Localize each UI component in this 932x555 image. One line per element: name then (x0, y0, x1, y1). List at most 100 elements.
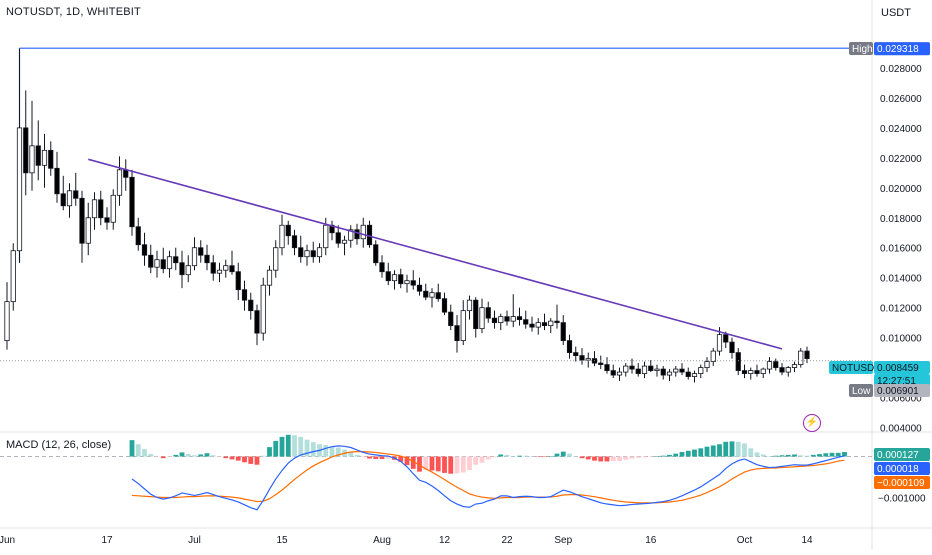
macd-bar (192, 455, 197, 457)
candle-body (110, 194, 116, 223)
candle (298, 235, 304, 263)
candle (416, 277, 423, 296)
macd-bar (398, 456, 404, 462)
candle-body (579, 355, 585, 361)
candle (773, 358, 779, 371)
candle (479, 298, 485, 334)
macd-bar (273, 440, 279, 457)
macd-bar (767, 456, 772, 457)
candle-body (716, 334, 723, 352)
macd-bar (129, 440, 135, 457)
macd-bar (435, 456, 441, 472)
candle-body (85, 217, 91, 244)
low-value-tag-bg (874, 384, 930, 397)
macd-bar (792, 454, 797, 457)
macd-signal-tag-bg (874, 476, 930, 489)
macd-bar (810, 454, 816, 457)
candle (148, 244, 154, 274)
candles (4, 48, 810, 383)
candle-body (73, 190, 79, 199)
candle-body (535, 322, 541, 328)
macd-bar (142, 449, 147, 457)
trendline (88, 158, 783, 350)
macd-bar (742, 443, 747, 457)
candle-body (648, 365, 654, 371)
candle (329, 220, 335, 241)
candle (354, 223, 360, 245)
candle (216, 262, 223, 283)
candle (566, 334, 573, 359)
candle-body (541, 322, 548, 327)
candle-body (560, 322, 566, 342)
candle-body (623, 365, 629, 373)
candle (448, 304, 454, 331)
candle-body (741, 370, 748, 374)
candle (685, 367, 691, 380)
macd-bar (660, 455, 666, 457)
time-tick-label: Aug (373, 535, 391, 546)
candle (191, 237, 198, 271)
candle-body (235, 271, 241, 291)
candle (91, 192, 98, 230)
candle-body (573, 352, 579, 356)
candle (579, 348, 585, 365)
lightning-icon[interactable]: ⚡ (803, 414, 821, 432)
candle (204, 244, 210, 271)
candle-body (485, 307, 491, 319)
candle (341, 235, 348, 256)
candle-body (116, 169, 123, 196)
candle-body (98, 199, 104, 219)
macd-tick-label: −0.001000 (878, 493, 926, 504)
candle (54, 151, 60, 203)
high-line-value-tag-bg (874, 42, 930, 56)
candle (635, 363, 641, 377)
macd-hist-tag-bg (874, 448, 930, 461)
candle (679, 363, 685, 376)
macd-bar (360, 456, 366, 458)
candle (98, 190, 104, 226)
macd-title[interactable]: MACD (12, 26, close) (6, 439, 112, 451)
currency-label[interactable]: USDT (881, 7, 911, 19)
macd-bar (229, 456, 235, 460)
candle-body (666, 371, 673, 376)
time-tick-label: Jul (188, 535, 201, 546)
candle (266, 265, 273, 296)
candle (485, 301, 491, 323)
candle (135, 217, 141, 251)
price-tick-label: 0.012000 (880, 304, 922, 315)
candle (654, 364, 660, 377)
symbol-tag-text: NOTUSDT (832, 363, 880, 374)
macd-bar (635, 456, 641, 458)
candle-body (460, 310, 466, 342)
candle (304, 244, 310, 266)
macd-bar (148, 454, 154, 457)
candle (198, 240, 204, 263)
time-tick-label: 17 (101, 535, 113, 546)
macd-bar (679, 452, 685, 457)
candle-body (516, 316, 523, 321)
macd-bar (267, 447, 272, 457)
candle-body (529, 323, 535, 328)
candle-body (791, 364, 798, 368)
macd-bar (198, 454, 204, 457)
price-tick-label: 0.024000 (880, 124, 922, 135)
high-tag: High (849, 42, 873, 55)
candle (373, 240, 379, 266)
macd-bar (529, 456, 535, 457)
macd-bar (729, 441, 735, 457)
candle (510, 294, 516, 328)
macd-bar (223, 456, 229, 459)
candle-body (10, 250, 16, 303)
candle (10, 243, 16, 311)
macd-bar (179, 452, 185, 457)
candle (335, 225, 341, 248)
candle (73, 172, 79, 206)
macd-bar (367, 456, 372, 459)
candle (629, 358, 635, 374)
macd-bar (460, 456, 466, 473)
price-tick-label: 0.028000 (880, 64, 922, 75)
symbol-title[interactable]: NOTUSDT, 1D, WHITEBIT (6, 6, 141, 18)
candle (235, 262, 241, 301)
macd-bar (798, 455, 804, 457)
